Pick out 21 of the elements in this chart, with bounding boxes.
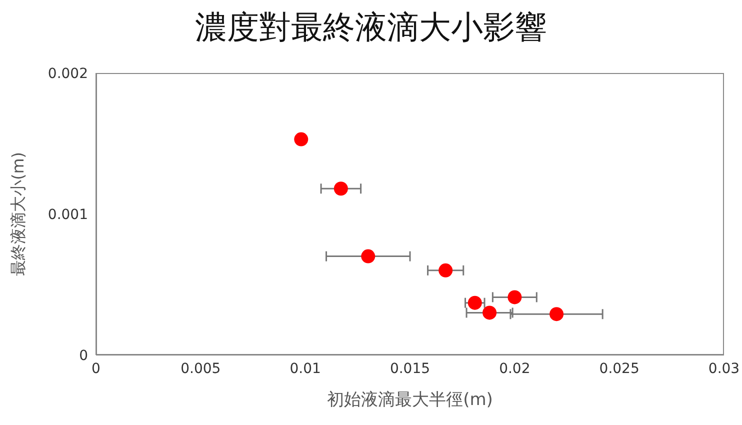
point xyxy=(361,249,376,264)
point xyxy=(550,307,564,322)
point xyxy=(508,290,522,304)
y-tick-label: 0 xyxy=(79,348,88,364)
point xyxy=(334,182,348,196)
y-tick-label: 0.002 xyxy=(48,66,88,82)
point xyxy=(482,306,497,320)
x-tick-label: 0.03 xyxy=(708,360,740,377)
x-tick-label: 0 xyxy=(92,360,100,377)
x-tick-label: 0.025 xyxy=(599,360,640,377)
x-axis-title: 初始液滴最大半徑(m) xyxy=(327,390,493,410)
point xyxy=(438,263,453,278)
x-tick-label: 0.02 xyxy=(499,360,530,377)
point xyxy=(294,132,308,146)
chart-title: 濃度對最終液滴大小影響 xyxy=(194,7,548,48)
x-tick-label: 0.01 xyxy=(290,360,321,377)
y-tick-label: 0.001 xyxy=(48,206,88,223)
y-axis-title: 最終液滴大小(m) xyxy=(8,152,28,276)
x-tick-label: 0.015 xyxy=(390,360,430,377)
point xyxy=(468,296,482,310)
x-tick-label: 0.005 xyxy=(180,360,221,377)
